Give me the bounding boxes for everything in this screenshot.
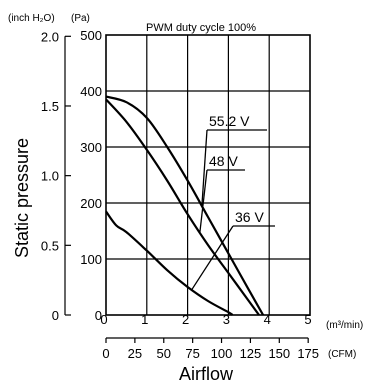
x2-tick-label: 75: [185, 346, 199, 361]
x-axis-label: Airflow: [179, 364, 234, 384]
x-unit-label-secondary: (CFM): [328, 349, 356, 360]
y-tick-label: 200: [80, 196, 102, 211]
x2-tick-label: 25: [128, 346, 142, 361]
y-tick-label: 100: [80, 252, 102, 267]
series-curves: 55.2 V 48 V 36 V: [105, 95, 275, 316]
y-axes: 0 100 200 300 400 500 0 0.5 1.0 1.5 2.0: [41, 28, 102, 323]
plot-frame: [105, 34, 311, 316]
series-leader-line: [199, 169, 208, 233]
y2-tick-label: 1.0: [41, 169, 59, 184]
series-curve: [105, 95, 265, 316]
y2-tick-label: 1.5: [41, 99, 59, 114]
x2-tick-label: 0: [102, 346, 109, 361]
y-tick-label: 0: [95, 308, 102, 323]
y-tick-label: 300: [80, 140, 102, 155]
y2-tick-label: 0: [52, 308, 59, 323]
x-tick-label: 2: [182, 312, 189, 327]
y-tick-label: 500: [80, 28, 102, 43]
x-axes: 0 1 2 3 4 50 25 50 75 100 125 150 175: [100, 312, 319, 361]
x2-tick-label: 100: [211, 346, 233, 361]
chart-title: PWM duty cycle 100%: [146, 22, 256, 34]
x2-tick-label: 175: [297, 346, 319, 361]
x-tick-label: 4: [264, 312, 271, 327]
x2-tick-label: 125: [240, 346, 262, 361]
y2-unit-label: (inch H₂O): [8, 13, 55, 24]
series-curve: [105, 210, 234, 316]
series-label: 48 V: [209, 153, 238, 169]
x-tick-label: 0: [100, 312, 107, 327]
y2-tick-label: 0.5: [41, 238, 59, 253]
x-tick-label: 3: [223, 312, 230, 327]
y-tick-label: 400: [80, 84, 102, 99]
series-label: 55.2 V: [209, 113, 250, 129]
x-tick-label: 1: [141, 312, 148, 327]
x-tick-label: 5: [304, 312, 311, 327]
x2-tick-label: 150: [268, 346, 290, 361]
y-axis-label: Static pressure: [12, 138, 32, 258]
series-curve: [105, 98, 260, 316]
x2-tick-label: 50: [157, 346, 171, 361]
series-label: 36 V: [235, 209, 264, 225]
series-leader-line: [191, 225, 234, 291]
x-unit-label-primary: (m³/min): [326, 320, 363, 331]
y-unit-label: (Pa): [71, 13, 90, 24]
series-leader-line: [201, 129, 208, 207]
plot-grid: [105, 34, 311, 316]
y2-tick-label: 2.0: [41, 29, 59, 44]
